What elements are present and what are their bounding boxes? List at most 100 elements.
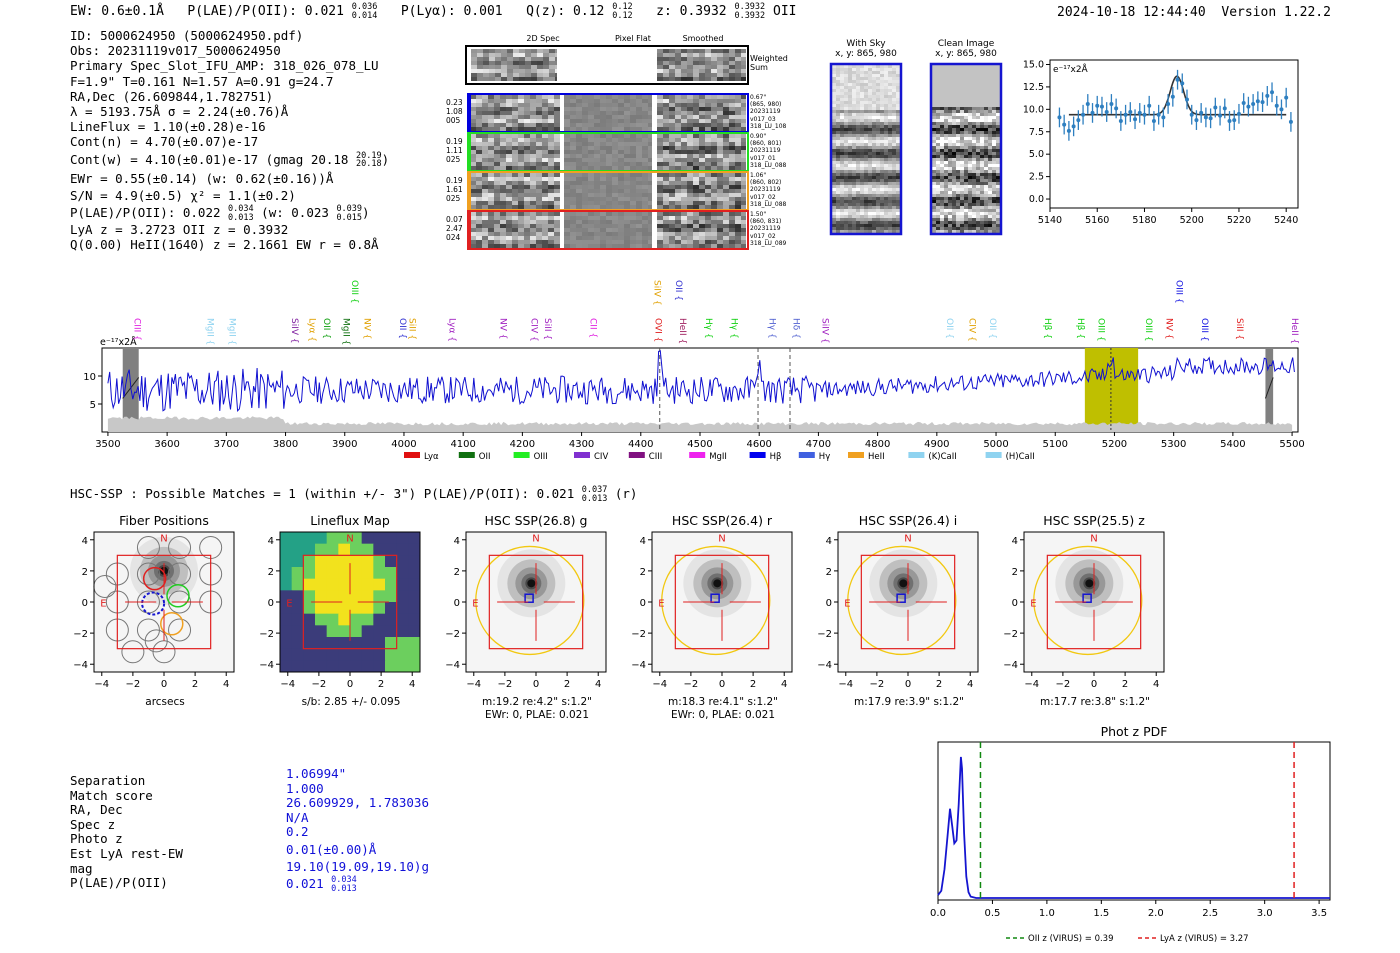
noise-pixel xyxy=(663,53,669,57)
sky-pixel xyxy=(984,92,988,95)
sky-pixel xyxy=(992,65,996,68)
noise-pixel xyxy=(548,146,554,150)
noise-pixel xyxy=(594,216,600,220)
sky-pixel xyxy=(996,119,1000,122)
noise-pixel xyxy=(594,228,600,232)
sky-pixel xyxy=(860,86,864,89)
sky-pixel xyxy=(872,212,876,215)
noise-pixel xyxy=(570,119,576,123)
sky-pixel xyxy=(960,197,964,200)
noise-pixel xyxy=(582,162,588,166)
noise-pixel xyxy=(630,197,636,201)
sky-pixel xyxy=(936,176,940,179)
noise-pixel xyxy=(494,244,500,248)
noise-pixel xyxy=(488,185,494,189)
sky-pixel xyxy=(848,188,852,191)
noise-pixel xyxy=(741,220,746,224)
noise-pixel xyxy=(693,57,699,61)
sky-pixel xyxy=(992,167,996,170)
row-right-text: 20231119 xyxy=(750,186,781,194)
lineflux-cell xyxy=(408,660,421,673)
noise-pixel xyxy=(741,177,746,181)
sky-pixel xyxy=(864,197,868,200)
sky-pixel xyxy=(856,137,860,140)
noise-pixel xyxy=(477,77,483,81)
sky-pixel xyxy=(984,191,988,194)
noise-pixel xyxy=(741,224,746,228)
noise-pixel xyxy=(600,127,606,131)
sky-pixel xyxy=(860,149,864,152)
noise-pixel xyxy=(506,185,512,189)
panel-xtick-label: −2 xyxy=(312,679,327,690)
sky-pixel xyxy=(848,113,852,116)
noise-pixel xyxy=(588,224,594,228)
zoom-xtick-label: 5200 xyxy=(1180,215,1204,226)
noise-pixel xyxy=(657,115,663,119)
photz-xtick-label: 2.0 xyxy=(1148,908,1164,919)
noise-pixel xyxy=(576,146,582,150)
sky-pixel xyxy=(952,71,956,74)
zoom-point xyxy=(1203,115,1208,120)
sky-pixel xyxy=(936,95,940,98)
noise-pixel xyxy=(600,193,606,197)
noise-pixel xyxy=(542,99,548,103)
sky-pixel xyxy=(996,71,1000,74)
noise-pixel xyxy=(482,115,488,119)
sky-pixel xyxy=(948,143,952,146)
sky-pixel xyxy=(940,131,944,134)
row-left-text: 0.07 xyxy=(446,215,463,224)
sky-pixel xyxy=(868,167,872,170)
lineflux-cell xyxy=(361,613,374,626)
noise-pixel xyxy=(705,57,711,61)
noise-pixel xyxy=(513,53,519,57)
lineflux-cell xyxy=(361,555,374,568)
noise-pixel xyxy=(657,73,663,77)
noise-pixel xyxy=(624,205,630,209)
sky-pixel xyxy=(956,77,960,80)
sky-pixel xyxy=(972,104,976,107)
plae-lo: 0.014 xyxy=(351,10,378,21)
sky-pixel xyxy=(856,113,860,116)
sky-pixel xyxy=(948,185,952,188)
sky-pixel xyxy=(988,104,992,107)
noise-pixel xyxy=(524,197,530,201)
sky-pixel xyxy=(860,107,864,110)
sky-pixel xyxy=(932,212,936,215)
noise-pixel xyxy=(530,193,536,197)
noise-pixel xyxy=(741,138,746,142)
noise-pixel xyxy=(630,119,636,123)
sky-pixel xyxy=(936,221,940,224)
sky-pixel xyxy=(860,227,864,230)
noise-pixel xyxy=(582,185,588,189)
sky-pixel xyxy=(952,161,956,164)
hsc-panel: HSC SSP(26.4) i N E −4 −2 0 2 4 4 2 0 −2 −4 m:17.9 re… xyxy=(814,512,992,727)
noise-pixel xyxy=(711,166,717,170)
sky-pixel xyxy=(888,89,892,92)
noise-pixel xyxy=(600,173,606,177)
noise-pixel xyxy=(729,77,735,81)
noise-pixel xyxy=(542,236,548,240)
sky-pixel xyxy=(892,155,896,158)
sky-pixel xyxy=(848,128,852,131)
spec-legend-label: OII xyxy=(479,452,491,462)
search-box xyxy=(674,554,770,650)
noise-pixel xyxy=(693,103,699,107)
sky-pixel xyxy=(992,89,996,92)
row-left-text: 0.23 xyxy=(446,98,463,107)
spec-line-label: OVI { xyxy=(653,318,663,342)
noise-pixel xyxy=(482,244,488,248)
noise-pixel xyxy=(723,95,729,99)
sky-pixel xyxy=(960,146,964,149)
noise-pixel xyxy=(657,49,663,53)
noise-pixel xyxy=(669,127,675,131)
noise-pixel xyxy=(741,150,746,154)
zoom-point xyxy=(1175,77,1180,82)
noise-pixel xyxy=(648,166,652,170)
zoom-point xyxy=(1232,118,1237,123)
sky-pixel xyxy=(856,218,860,221)
sky-pixel xyxy=(948,155,952,158)
noise-pixel xyxy=(564,103,570,107)
spec-line-label: OIII { xyxy=(1199,318,1209,342)
sky-pixel xyxy=(944,125,948,128)
